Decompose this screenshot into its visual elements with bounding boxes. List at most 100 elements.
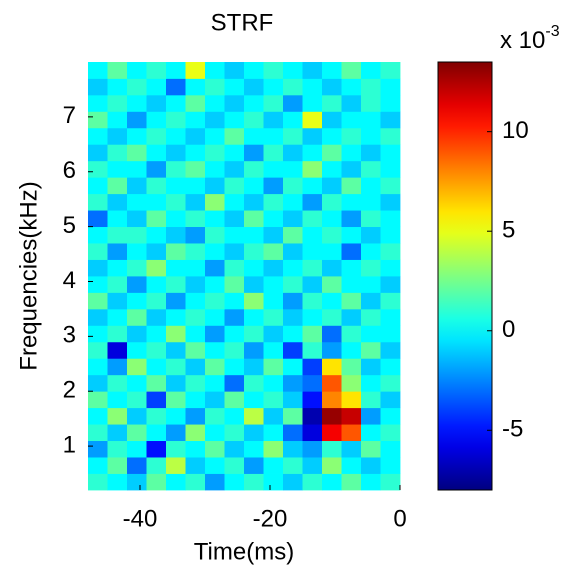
heat-cell [205,177,225,195]
heat-cell [127,193,147,211]
heat-cell [263,473,284,491]
heat-cell [224,473,245,491]
heat-cell [127,226,147,244]
heat-cell [185,259,206,277]
heat-cell [302,292,323,310]
heat-cell [127,292,147,310]
heat-cell [205,473,225,491]
heat-cell [361,144,381,162]
y-tick-label: 1 [63,431,76,458]
heat-cell [224,276,245,293]
heat-cell [263,160,284,178]
heat-cell [380,424,401,442]
heat-cell [166,473,186,491]
heat-cell [146,424,167,442]
heat-cell [244,391,264,409]
heat-cell [361,292,381,310]
heat-cell [263,358,284,376]
heat-cell [166,308,186,326]
y-tick-label: 3 [63,322,76,349]
heat-cell [244,325,264,343]
heat-cell [302,243,323,260]
heat-cell [322,407,342,425]
heat-cell [263,292,284,310]
heat-cell [244,308,264,326]
heat-cell [127,407,147,425]
heat-cell [244,226,264,244]
heat-cell [166,210,186,228]
heat-cell [88,358,108,376]
heat-cell [185,358,206,376]
heat-cell [263,308,284,326]
heat-cell [244,374,264,392]
multiplier-exponent: -3 [545,23,559,40]
heat-cell [88,341,108,359]
heat-cell [302,94,323,112]
heat-cell [380,226,401,244]
heat-cell [185,243,206,260]
heat-cell [185,407,206,425]
heat-cell [224,308,245,326]
heat-cell [283,374,303,392]
heat-cell [146,226,167,244]
heat-cell [107,457,128,474]
heat-cell [88,292,108,310]
heat-cell [341,292,362,310]
heat-cell [361,341,381,359]
heat-cell [380,358,401,376]
heat-cell [302,177,323,195]
heat-cell [107,193,128,211]
heat-cell [244,341,264,359]
heat-cell [107,424,128,442]
heat-cell [185,473,206,491]
heat-cell [380,276,401,293]
heat-cell [302,78,323,96]
heat-cell [88,78,108,96]
heat-cell [107,127,128,145]
heat-cell [146,210,167,228]
heat-cell [224,111,245,129]
heat-cell [205,111,225,129]
heat-cell [283,144,303,162]
colorbar-tick-label: 5 [502,217,515,244]
heat-cell [263,243,284,260]
heat-cell [185,325,206,343]
heat-cell [185,111,206,129]
heat-cell [166,440,186,458]
heat-cell [244,78,264,96]
y-tick-label: 2 [63,377,76,404]
heat-cell [205,424,225,442]
heat-cell [107,276,128,293]
heat-cell [302,111,323,129]
heat-cell [322,144,342,162]
heat-cell [263,144,284,162]
heat-cell [283,127,303,145]
heat-cell [341,424,362,442]
heat-cell [224,94,245,112]
heat-cell [146,308,167,326]
heat-cell [322,440,342,458]
heat-cell [185,391,206,409]
heat-cell [380,94,401,112]
heat-cell [146,457,167,474]
heat-cell [341,62,362,79]
heat-cell [107,358,128,376]
colorbar-tick-label: -5 [502,416,523,443]
heat-cell [380,193,401,211]
heat-cell [283,407,303,425]
heat-cell [380,325,401,343]
heat-cell [283,177,303,195]
heat-cell [263,374,284,392]
heat-cell [322,341,342,359]
heat-cell [88,374,108,392]
heat-cell [205,210,225,228]
heat-cell [146,473,167,491]
heat-cell [107,374,128,392]
heat-cell [146,62,167,79]
heat-cell [185,374,206,392]
heat-cell [107,259,128,277]
heat-cell [224,407,245,425]
heat-cell [146,144,167,162]
heat-cell [205,243,225,260]
